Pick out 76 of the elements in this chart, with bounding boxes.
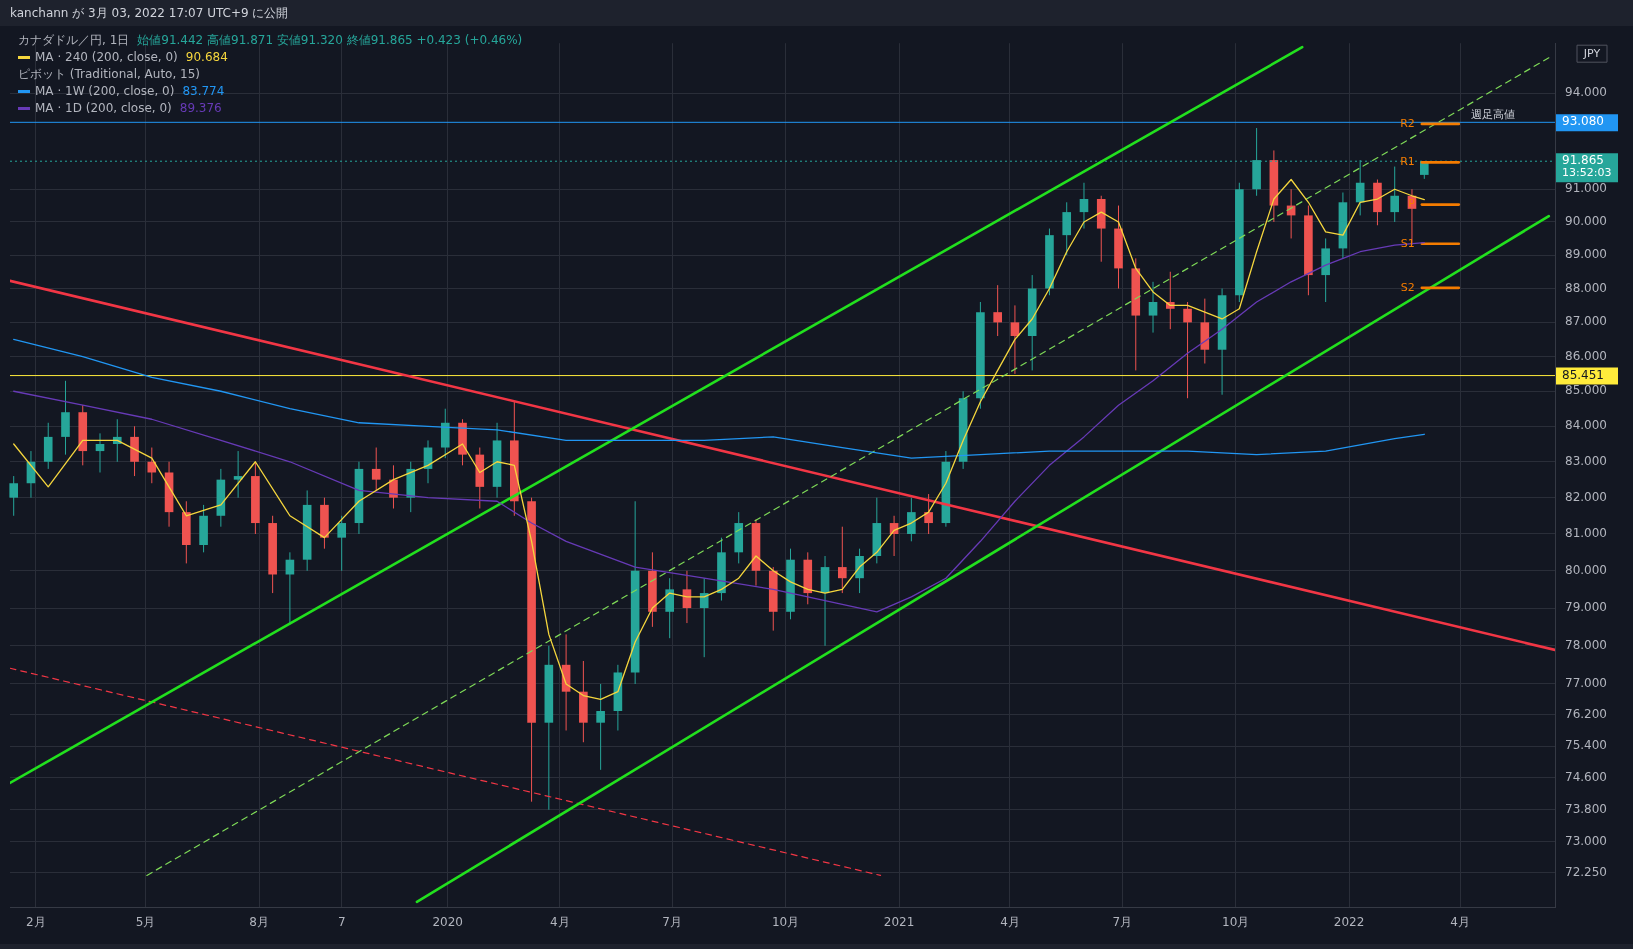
chart-subtitle: カナダドル／円, 1日 <box>18 33 130 47</box>
text: 13:52:03 <box>1562 166 1612 180</box>
y-tick-label: 82.000 <box>1565 489 1607 504</box>
x-tick-label: 4月 <box>550 914 570 929</box>
y-tick-label: 84.000 <box>1565 418 1607 433</box>
annotation: 始値91.442 高値91.871 安値91.320 終値91.865 +0.423 (+0.46%) <box>137 33 523 47</box>
legend-label: MA · 1D (200, close, 0) <box>35 101 172 115</box>
legend-label: MA · 1W (200, close, 0) <box>35 84 175 98</box>
annotation: 89.376 <box>179 101 222 115</box>
x-tick-label: 10月 <box>771 914 800 929</box>
y-tick-label: 74.600 <box>1565 769 1607 784</box>
y-tick-label: 88.000 <box>1565 280 1607 295</box>
candlestick <box>9 475 19 517</box>
annotation: R1 <box>1400 155 1415 169</box>
x-tick-label: 2020 <box>432 914 463 929</box>
candlestick <box>1010 304 1020 375</box>
y-tick-label: 80.000 <box>1565 562 1607 577</box>
y-tick-label: 78.000 <box>1565 637 1607 652</box>
x-tick-label: 7月 <box>662 914 682 929</box>
y-tick-label: 81.000 <box>1565 526 1607 541</box>
annotation: 83.774 <box>182 84 225 98</box>
chart-title: kanchann が 3月 03, 2022 17:07 UTC+9 に公開 <box>10 5 289 22</box>
y-tick-label: 87.000 <box>1565 314 1607 329</box>
annotation: S2 <box>1400 280 1415 294</box>
candlestick <box>1183 301 1192 399</box>
x-tick-label: 5月 <box>135 914 156 929</box>
legend-title: ピボット (Traditional, Auto, 15) <box>18 66 202 83</box>
candlestick <box>855 548 864 594</box>
y-tick-label: 79.000 <box>1565 600 1607 615</box>
y-tick-label: 72.250 <box>1565 864 1607 879</box>
x-tick-label: 4月 <box>1000 914 1020 929</box>
annotation: 90.684 <box>185 50 228 64</box>
x-tick-label: 2022 <box>1333 914 1365 929</box>
candlestick <box>1148 281 1158 334</box>
y-tick-label: 86.000 <box>1565 348 1607 363</box>
y-tick-label: 73.000 <box>1565 834 1607 849</box>
y-axis-title: JPY <box>1582 47 1601 61</box>
candlestick <box>907 497 916 542</box>
y-tick-label: 89.000 <box>1565 247 1607 262</box>
y-tick-label: 94.000 <box>1565 85 1607 100</box>
candlestick <box>233 450 243 499</box>
candlestick <box>993 284 1002 337</box>
ref-line-label: 85.451 <box>1562 367 1604 382</box>
y-tick-label: 77.000 <box>1565 676 1607 691</box>
x-tick-label: 7 <box>337 914 346 929</box>
x-tick-label: 8月 <box>249 914 269 929</box>
candlestick <box>1390 166 1400 223</box>
annotation: P <box>1408 197 1416 211</box>
x-tick-label: 2月 <box>26 914 46 929</box>
x-tick-label: 4月 <box>1450 914 1470 929</box>
legend-label: MA · 240 (200, close, 0) <box>35 50 178 64</box>
candlestick <box>371 447 381 491</box>
x-tick-label: 7月 <box>1112 914 1133 929</box>
candlestick <box>924 493 933 535</box>
candlestick <box>1062 201 1072 256</box>
y-tick-label: 75.400 <box>1565 738 1607 753</box>
x-tick-label: 10月 <box>1222 914 1250 929</box>
candlestick <box>147 447 157 484</box>
annotation: 週足高値 <box>1470 108 1515 122</box>
x-tick-label: 2021 <box>883 914 915 929</box>
candlestick <box>699 577 709 658</box>
y-tick-label: 90.000 <box>1565 214 1607 229</box>
candlestick <box>665 577 674 639</box>
ref-line-label: 91.865 <box>1562 153 1604 168</box>
y-tick-label: 76.200 <box>1565 707 1607 722</box>
ref-line-label: 93.080 <box>1562 114 1604 129</box>
y-tick-label: 85.000 <box>1565 383 1607 398</box>
candlestick <box>337 515 346 572</box>
candlestick <box>95 432 105 473</box>
candlestick <box>596 683 605 771</box>
candlestick <box>1079 182 1089 230</box>
y-tick-label: 91.000 <box>1565 181 1607 196</box>
candlestick <box>837 526 847 594</box>
y-tick-label: 83.000 <box>1565 453 1607 468</box>
y-tick-label: 73.800 <box>1565 801 1607 816</box>
candlestick <box>389 464 398 510</box>
